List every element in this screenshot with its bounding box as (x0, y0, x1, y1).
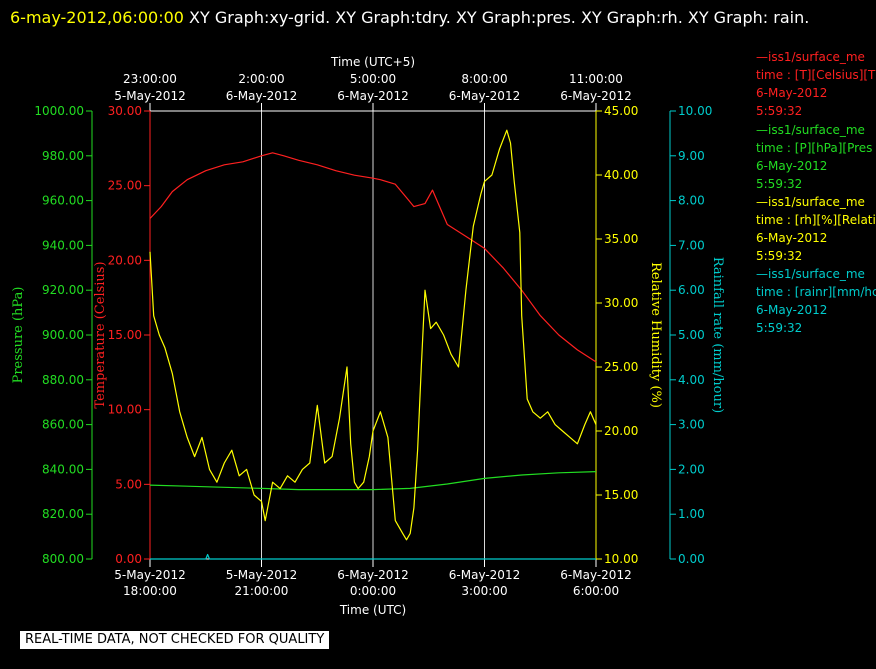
rain-tick-label: 1.00 (678, 507, 705, 521)
legend-time: 5:59:32 (756, 177, 803, 191)
legend-date: 6-May-2012 (756, 231, 828, 245)
x-top-tick-label-time: 2:00:00 (238, 72, 284, 86)
rain-tick-label: 5.00 (678, 328, 705, 342)
rain-axis-title: Rainfall rate (mm/hour) (710, 257, 725, 413)
pressure-tick-label: 820.00 (42, 507, 84, 521)
temperature-tick-label: 25.00 (108, 179, 142, 193)
rain-tick-label: 4.00 (678, 373, 705, 387)
legend-entry-rain: —iss1/surface_me time : [rainr][mm/hc 6-… (756, 265, 876, 337)
legend-series-name: —iss1/surface_me (756, 123, 865, 137)
rain-tick-label: 3.00 (678, 418, 705, 432)
pressure-tick-label: 980.00 (42, 149, 84, 163)
rain-tick-label: 7.00 (678, 238, 705, 252)
rain-series-line (150, 553, 596, 560)
rain-tick-label: 2.00 (678, 462, 705, 476)
temperature-tick-label: 30.00 (108, 104, 142, 118)
pressure-tick-label: 800.00 (42, 552, 84, 566)
x-tick-label-time: 3:00:00 (461, 584, 507, 598)
humidity-axis-title: Relative Humidity (%) (648, 262, 663, 408)
legend-series-unit: time : [T][Celsius][T (756, 68, 876, 82)
humidity-tick-label: 45.00 (604, 104, 638, 118)
x-top-tick-label-time: 5:00:00 (350, 72, 396, 86)
rain-tick-label: 8.00 (678, 194, 705, 208)
humidity-tick-label: 30.00 (604, 296, 638, 310)
pressure-tick-label: 940.00 (42, 238, 84, 252)
x-top-tick-label-date: 6-May-2012 (560, 89, 631, 103)
humidity-tick-label: 35.00 (604, 232, 638, 246)
legend-entry-temperature: —iss1/surface_me time : [T][Celsius][T 6… (756, 48, 876, 120)
pressure-tick-label: 960.00 (42, 194, 84, 208)
x-axis-title-bottom: Time (UTC) (339, 603, 406, 617)
title-timestamp: 6-may-2012,06:00:00 (10, 8, 184, 27)
temperature-tick-label: 10.00 (108, 403, 142, 417)
window-title: 6-may-2012,06:00:00 XY Graph:xy-grid. XY… (10, 4, 860, 32)
legend-date: 6-May-2012 (756, 303, 828, 317)
pressure-tick-label: 880.00 (42, 373, 84, 387)
legend-entry-humidity: —iss1/surface_me time : [rh][%][Relati 6… (756, 193, 876, 265)
temperature-tick-label: 20.00 (108, 253, 142, 267)
x-top-tick-label-time: 23:00:00 (123, 72, 177, 86)
humidity-tick-label: 15.00 (604, 488, 638, 502)
rain-tick-label: 0.00 (678, 552, 705, 566)
legend-entry-pressure: —iss1/surface_me time : [P][hPa][Pres 6-… (756, 121, 876, 193)
x-axis-title-top: Time (UTC+5) (330, 55, 415, 69)
legend-time: 5:59:32 (756, 249, 803, 263)
x-tick-label-date: 6-May-2012 (560, 568, 631, 582)
x-tick-label-date: 6-May-2012 (449, 568, 520, 582)
legend-series-unit: time : [P][hPa][Pres (756, 141, 873, 155)
x-tick-label-date: 5-May-2012 (114, 568, 185, 582)
legend-series-unit: time : [rh][%][Relati (756, 213, 876, 227)
pressure-tick-label: 900.00 (42, 328, 84, 342)
humidity-tick-label: 25.00 (604, 360, 638, 374)
rain-tick-label: 10.00 (678, 104, 712, 118)
x-top-tick-label-time: 11:00:00 (569, 72, 623, 86)
legend-date: 6-May-2012 (756, 159, 828, 173)
pressure-tick-label: 1000.00 (34, 104, 84, 118)
legend-series-name: —iss1/surface_me (756, 195, 865, 209)
legend-series-name: —iss1/surface_me (756, 50, 865, 64)
x-tick-label-time: 18:00:00 (123, 584, 177, 598)
temperature-axis-title: Temperature (Celsius) (93, 261, 108, 408)
x-tick-label-time: 21:00:00 (235, 584, 289, 598)
legend-series-unit: time : [rainr][mm/hc (756, 285, 876, 299)
x-top-tick-label-date: 5-May-2012 (114, 89, 185, 103)
pressure-series-line (149, 471, 597, 491)
rain-tick-label: 9.00 (678, 149, 705, 163)
rain-tick-label: 6.00 (678, 283, 705, 297)
x-top-tick-label-date: 6-May-2012 (337, 89, 408, 103)
pressure-tick-label: 920.00 (42, 283, 84, 297)
x-tick-label-time: 0:00:00 (350, 584, 396, 598)
temperature-series-line (149, 152, 597, 363)
humidity-tick-label: 20.00 (604, 424, 638, 438)
x-top-tick-label-time: 8:00:00 (461, 72, 507, 86)
x-top-tick-label-date: 6-May-2012 (226, 89, 297, 103)
pressure-tick-label: 860.00 (42, 418, 84, 432)
temperature-tick-label: 5.00 (115, 477, 142, 491)
title-graph-list: XY Graph:xy-grid. XY Graph:tdry. XY Grap… (183, 8, 810, 27)
legend-time: 5:59:32 (756, 321, 803, 335)
legend-series-name: —iss1/surface_me (756, 267, 865, 281)
legend-time: 5:59:32 (756, 104, 803, 118)
humidity-tick-label: 40.00 (604, 168, 638, 182)
x-top-tick-label-date: 6-May-2012 (449, 89, 520, 103)
quality-warning-label: REAL-TIME DATA, NOT CHECKED FOR QUALITY (20, 631, 330, 649)
legend-date: 6-May-2012 (756, 86, 828, 100)
temperature-tick-label: 0.00 (115, 552, 142, 566)
x-tick-label-date: 6-May-2012 (337, 568, 408, 582)
humidity-tick-label: 10.00 (604, 552, 638, 566)
pressure-axis-title: Pressure (hPa) (11, 287, 26, 384)
x-tick-label-time: 6:00:00 (573, 584, 619, 598)
pressure-tick-label: 840.00 (42, 462, 84, 476)
humidity-series-line (149, 129, 597, 541)
temperature-tick-label: 15.00 (108, 328, 142, 342)
x-tick-label-date: 5-May-2012 (226, 568, 297, 582)
